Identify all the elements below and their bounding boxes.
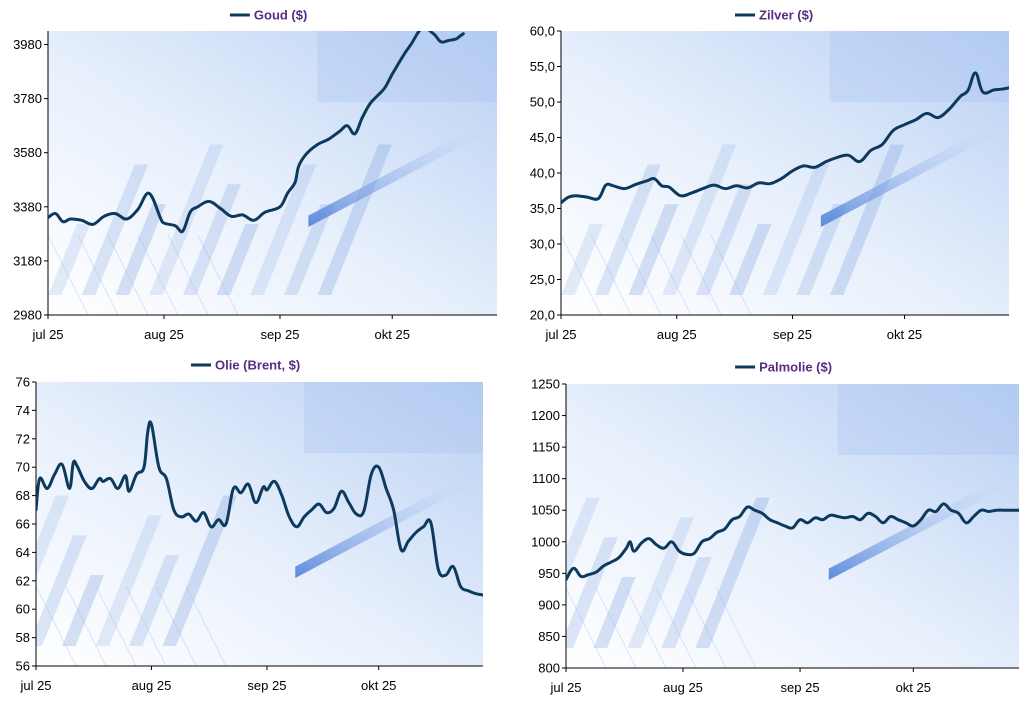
y-tick-label: 850 <box>538 629 560 644</box>
chart-panel: 2980 3180 3380 3580 3780 3980 jul 25 aug 25 sep … <box>13 8 497 342</box>
x-tick-label: aug 25 <box>144 327 184 342</box>
y-tick-label: 1050 <box>531 503 560 518</box>
x-tick-label: jul 25 <box>19 678 51 693</box>
x-tick-label: sep 25 <box>781 680 820 695</box>
y-tick-label: 72 <box>16 431 30 446</box>
y-tick-label: 3980 <box>13 37 42 52</box>
y-tick-label: 45,0 <box>530 130 555 145</box>
y-tick-label: 76 <box>16 375 30 390</box>
x-tick-label: aug 25 <box>657 327 697 342</box>
y-tick-label: 66 <box>16 517 30 532</box>
legend: Zilver ($) <box>735 8 813 23</box>
x-tick-label: sep 25 <box>260 327 299 342</box>
y-tick-label: 25,0 <box>530 272 555 287</box>
legend-label: Palmolie ($) <box>759 360 832 375</box>
y-tick-label: 1200 <box>531 408 560 423</box>
x-tick-label: sep 25 <box>773 327 812 342</box>
y-tick-label: 60 <box>16 602 30 617</box>
series-line <box>566 502 1019 582</box>
y-tick-label: 20,0 <box>530 308 555 323</box>
chart-panel: 56 58 60 62 64 66 68 70 72 74 76 jul 25 aug 25 sep 25… <box>16 358 483 693</box>
x-tick-label: aug 25 <box>663 680 703 695</box>
y-tick-label: 64 <box>16 545 30 560</box>
legend: Goud ($) <box>229 8 307 23</box>
x-tick-label: okt 25 <box>361 678 396 693</box>
y-tick-label: 30,0 <box>530 237 555 252</box>
y-tick-label: 60,0 <box>530 24 555 39</box>
y-tick-label: 35,0 <box>530 201 555 216</box>
plot-background <box>48 31 497 315</box>
chart-panel: 20,0 25,0 30,0 35,0 40,0 45,0 50,0 55,0 60,0 jul … <box>530 8 1009 342</box>
y-tick-label: 3580 <box>13 145 42 160</box>
y-tick-label: 2980 <box>13 308 42 323</box>
x-tick-label: okt 25 <box>375 327 410 342</box>
y-tick-label: 1150 <box>532 440 560 455</box>
y-tick-label: 74 <box>16 403 30 418</box>
series-line <box>561 71 1009 205</box>
plot-background <box>566 384 1019 668</box>
y-tick-label: 800 <box>538 661 560 676</box>
y-tick-label: 900 <box>538 597 560 612</box>
series-line <box>48 31 465 234</box>
legend-label: Zilver ($) <box>759 8 813 23</box>
chart-panel: 800 850 900 950 1000 1050 1100 1150 1200 1250 jul … <box>531 360 1019 695</box>
y-tick-label: 950 <box>538 566 560 581</box>
plot-background <box>561 31 1009 315</box>
x-tick-label: aug 25 <box>132 678 172 693</box>
y-tick-label: 1100 <box>532 471 560 486</box>
y-tick-label: 55,0 <box>530 59 555 74</box>
x-tick-label: okt 25 <box>896 680 931 695</box>
x-tick-label: jul 25 <box>549 680 581 695</box>
y-tick-label: 56 <box>16 659 30 674</box>
y-tick-label: 1250 <box>531 377 560 392</box>
legend: Olie (Brent, $) <box>191 358 300 373</box>
y-tick-label: 3380 <box>13 199 42 214</box>
y-tick-label: 40,0 <box>530 166 555 181</box>
y-tick-label: 1000 <box>531 534 560 549</box>
x-tick-label: jul 25 <box>31 327 63 342</box>
legend-label: Goud ($) <box>254 8 307 23</box>
legend: Palmolie ($) <box>735 360 832 375</box>
y-tick-label: 50,0 <box>530 95 555 110</box>
x-tick-label: okt 25 <box>887 327 922 342</box>
y-tick-label: 3780 <box>13 91 42 106</box>
series-line <box>36 420 483 597</box>
legend-label: Olie (Brent, $) <box>215 358 300 373</box>
y-tick-label: 62 <box>16 573 30 588</box>
y-tick-label: 3180 <box>13 253 42 268</box>
plot-background <box>36 382 483 666</box>
y-tick-label: 58 <box>16 630 30 645</box>
x-tick-label: jul 25 <box>544 327 576 342</box>
y-tick-label: 68 <box>16 488 30 503</box>
y-tick-label: 70 <box>16 460 30 475</box>
x-tick-label: sep 25 <box>247 678 286 693</box>
